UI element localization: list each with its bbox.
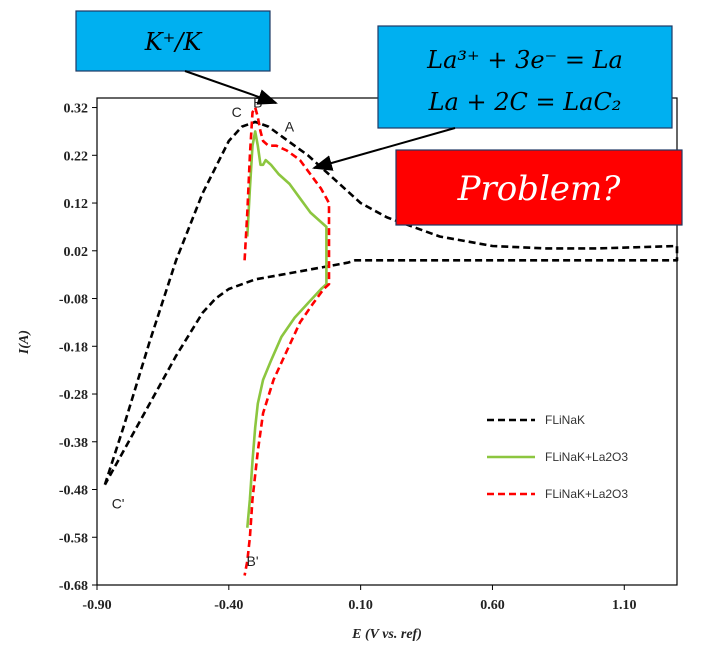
series-line-3 — [243, 106, 331, 576]
problem-box-bg — [395, 149, 683, 226]
x-tick-label: 0.10 — [348, 598, 373, 613]
la-reaction-box: La³⁺ + 3e⁻ = La La + 2C = LaC₂ — [377, 25, 673, 129]
y-tick-label: 0.02 — [64, 245, 89, 260]
k-plus-arrow — [184, 70, 278, 105]
point-label: C' — [112, 496, 125, 512]
k-plus-box-bg — [75, 10, 271, 72]
point-label: B' — [247, 553, 259, 569]
series-line-1 — [103, 120, 679, 486]
y-tick-labels: 0.32 0.22 0.12 0.02 -0.08 -0.18 -0.28 -0.38 -0.4… — [59, 102, 97, 594]
legend-label: FLiNaK+La2O3 — [545, 450, 628, 464]
series-line-2 — [246, 130, 328, 528]
problem-box: Problem? — [395, 149, 683, 226]
y-tick-label: -0.58 — [59, 531, 88, 546]
x-tick-label: 0.60 — [480, 598, 505, 613]
k-plus-box-text: K⁺/K — [144, 28, 204, 56]
y-tick-label: -0.38 — [59, 436, 88, 451]
y-tick-label: 0.12 — [64, 197, 89, 212]
x-tick-label: -0.90 — [82, 598, 111, 613]
y-tick-label: -0.18 — [59, 340, 88, 355]
series-layer — [103, 106, 679, 576]
k-plus-box: K⁺/K — [75, 10, 271, 72]
y-axis-label: I(A) — [17, 330, 32, 355]
x-tick-labels: -0.90 -0.40 0.10 0.60 1.10 — [82, 585, 637, 613]
x-tick-label: -0.40 — [214, 598, 243, 613]
y-tick-label: -0.68 — [59, 579, 88, 594]
la-reaction-box-bg — [377, 25, 673, 129]
y-tick-label: -0.28 — [59, 388, 88, 403]
la-reaction-line2: La + 2C = LaC₂ — [428, 88, 622, 116]
y-tick-label: 0.22 — [64, 149, 89, 164]
legend-label: FLiNaK — [545, 413, 585, 427]
la-reaction-line1: La³⁺ + 3e⁻ = La — [426, 46, 623, 74]
y-tick-label: -0.08 — [59, 293, 88, 308]
legend-label: FLiNaK+La2O3 — [545, 487, 628, 501]
y-tick-label: 0.32 — [64, 102, 89, 117]
problem-box-text: Problem? — [457, 169, 622, 209]
legend: FLiNaK FLiNaK+La2O3 FLiNaK+La2O3 — [487, 413, 628, 501]
y-tick-label: -0.48 — [59, 484, 88, 499]
point-label: A — [285, 118, 295, 134]
la-reaction-arrow — [312, 127, 456, 171]
x-axis-label: E (V vs. ref) — [351, 627, 422, 642]
point-label: C — [232, 104, 242, 120]
x-tick-label: 1.10 — [612, 598, 637, 613]
